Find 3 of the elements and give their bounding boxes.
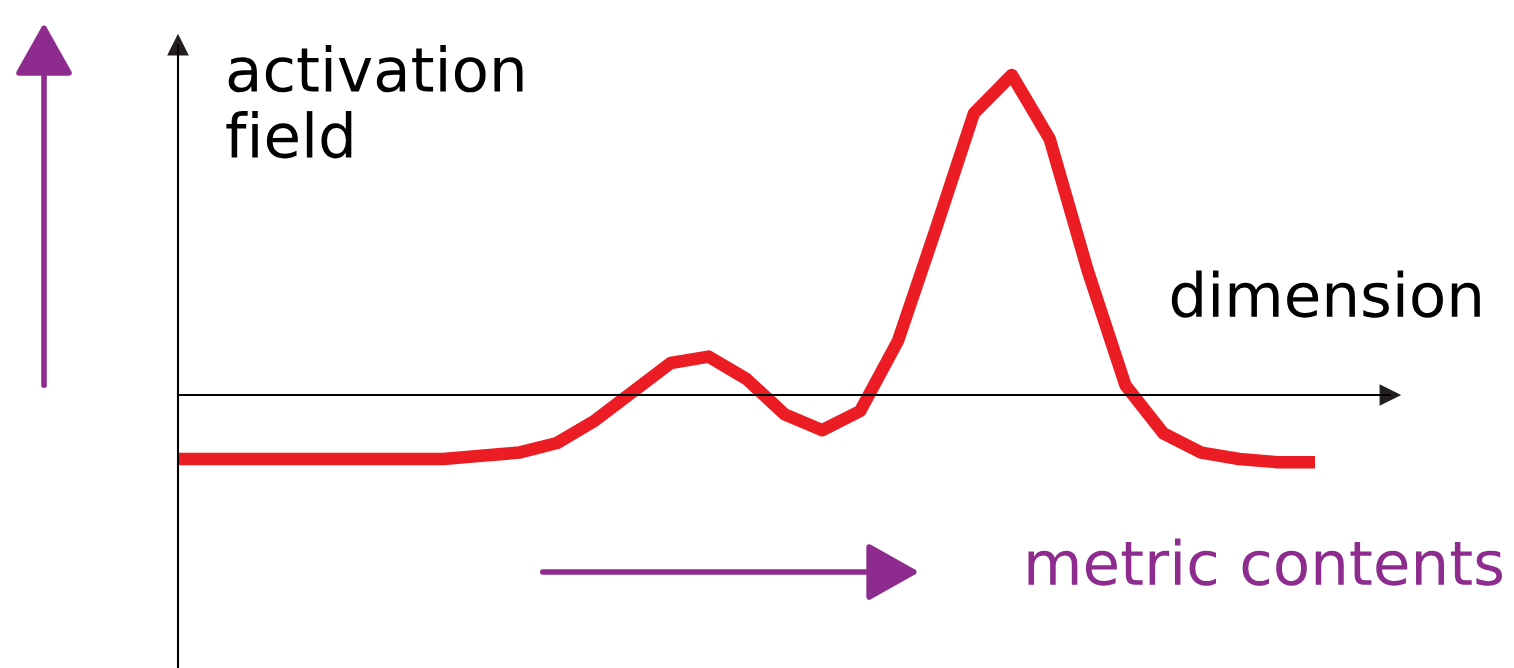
x-axis-title: dimension <box>1171 270 1480 318</box>
text: metric contents <box>1028 538 1503 586</box>
y-axis-title: activation field <box>226 45 523 159</box>
